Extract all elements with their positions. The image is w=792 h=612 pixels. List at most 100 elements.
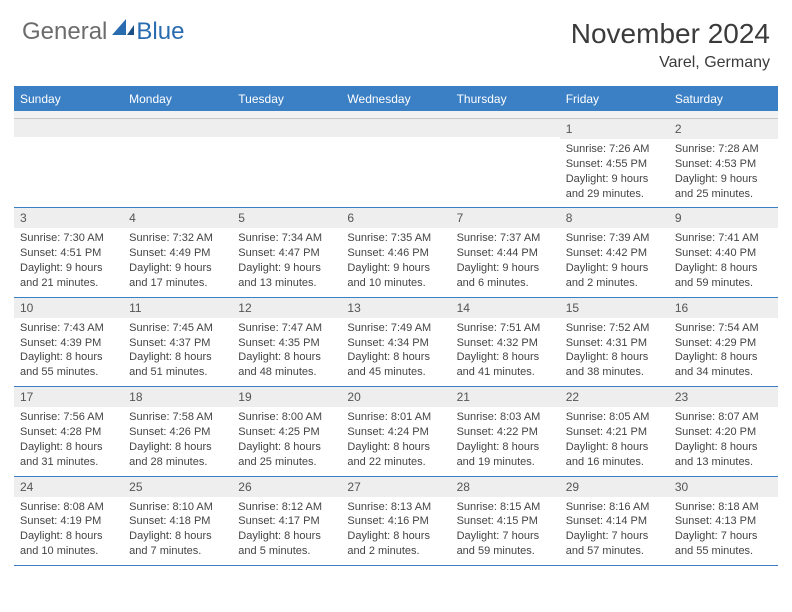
sunset-text: Sunset: 4:29 PM xyxy=(675,336,772,351)
day-number: 14 xyxy=(451,298,560,318)
sunset-text: Sunset: 4:34 PM xyxy=(347,336,444,351)
sunrise-text: Sunrise: 8:18 AM xyxy=(675,500,772,515)
week-row: 10Sunrise: 7:43 AMSunset: 4:39 PMDayligh… xyxy=(14,298,778,387)
day-details: Sunrise: 8:07 AMSunset: 4:20 PMDaylight:… xyxy=(669,407,778,475)
sunset-text: Sunset: 4:53 PM xyxy=(675,157,772,172)
sunrise-text: Sunrise: 7:58 AM xyxy=(129,410,226,425)
day-details: Sunrise: 8:18 AMSunset: 4:13 PMDaylight:… xyxy=(669,497,778,565)
title-block: November 2024 Varel, Germany xyxy=(571,18,770,72)
logo-sail-icon xyxy=(112,17,134,42)
sunset-text: Sunset: 4:40 PM xyxy=(675,246,772,261)
daylight-text: Daylight: 8 hours and 25 minutes. xyxy=(238,440,335,470)
day-details: Sunrise: 8:01 AMSunset: 4:24 PMDaylight:… xyxy=(341,407,450,475)
day-cell-empty xyxy=(14,119,123,207)
daylight-text: Daylight: 9 hours and 13 minutes. xyxy=(238,261,335,291)
sunrise-text: Sunrise: 8:03 AM xyxy=(457,410,554,425)
day-details: Sunrise: 7:49 AMSunset: 4:34 PMDaylight:… xyxy=(341,318,450,386)
weekday-saturday: Saturday xyxy=(669,88,778,111)
day-cell: 6Sunrise: 7:35 AMSunset: 4:46 PMDaylight… xyxy=(341,208,450,296)
day-cell: 15Sunrise: 7:52 AMSunset: 4:31 PMDayligh… xyxy=(560,298,669,386)
sunrise-text: Sunrise: 7:26 AM xyxy=(566,142,663,157)
day-details: Sunrise: 7:26 AMSunset: 4:55 PMDaylight:… xyxy=(560,139,669,207)
day-cell-empty xyxy=(341,119,450,207)
sunrise-text: Sunrise: 7:37 AM xyxy=(457,231,554,246)
sunset-text: Sunset: 4:37 PM xyxy=(129,336,226,351)
day-cell-empty xyxy=(232,119,341,207)
day-details: Sunrise: 7:34 AMSunset: 4:47 PMDaylight:… xyxy=(232,228,341,296)
daylight-text: Daylight: 9 hours and 21 minutes. xyxy=(20,261,117,291)
daylight-text: Daylight: 8 hours and 2 minutes. xyxy=(347,529,444,559)
day-number: 3 xyxy=(14,208,123,228)
sunrise-text: Sunrise: 8:01 AM xyxy=(347,410,444,425)
sunset-text: Sunset: 4:28 PM xyxy=(20,425,117,440)
day-cell: 29Sunrise: 8:16 AMSunset: 4:14 PMDayligh… xyxy=(560,477,669,565)
day-details xyxy=(451,137,560,195)
daylight-text: Daylight: 8 hours and 10 minutes. xyxy=(20,529,117,559)
sunset-text: Sunset: 4:49 PM xyxy=(129,246,226,261)
sunset-text: Sunset: 4:26 PM xyxy=(129,425,226,440)
day-number: 18 xyxy=(123,387,232,407)
sunrise-text: Sunrise: 7:41 AM xyxy=(675,231,772,246)
sunrise-text: Sunrise: 8:08 AM xyxy=(20,500,117,515)
daylight-text: Daylight: 8 hours and 59 minutes. xyxy=(675,261,772,291)
day-number: 28 xyxy=(451,477,560,497)
week-row: 3Sunrise: 7:30 AMSunset: 4:51 PMDaylight… xyxy=(14,208,778,297)
day-number: 15 xyxy=(560,298,669,318)
day-cell: 25Sunrise: 8:10 AMSunset: 4:18 PMDayligh… xyxy=(123,477,232,565)
day-details: Sunrise: 7:56 AMSunset: 4:28 PMDaylight:… xyxy=(14,407,123,475)
day-details: Sunrise: 7:30 AMSunset: 4:51 PMDaylight:… xyxy=(14,228,123,296)
day-cell: 16Sunrise: 7:54 AMSunset: 4:29 PMDayligh… xyxy=(669,298,778,386)
sunset-text: Sunset: 4:16 PM xyxy=(347,514,444,529)
sunrise-text: Sunrise: 7:47 AM xyxy=(238,321,335,336)
sunset-text: Sunset: 4:18 PM xyxy=(129,514,226,529)
day-cell: 27Sunrise: 8:13 AMSunset: 4:16 PMDayligh… xyxy=(341,477,450,565)
daylight-text: Daylight: 8 hours and 28 minutes. xyxy=(129,440,226,470)
day-details: Sunrise: 7:52 AMSunset: 4:31 PMDaylight:… xyxy=(560,318,669,386)
day-details: Sunrise: 7:47 AMSunset: 4:35 PMDaylight:… xyxy=(232,318,341,386)
header: General Blue November 2024 Varel, German… xyxy=(0,0,792,80)
sunset-text: Sunset: 4:47 PM xyxy=(238,246,335,261)
daylight-text: Daylight: 9 hours and 29 minutes. xyxy=(566,172,663,202)
day-details: Sunrise: 8:15 AMSunset: 4:15 PMDaylight:… xyxy=(451,497,560,565)
week-row: 1Sunrise: 7:26 AMSunset: 4:55 PMDaylight… xyxy=(14,119,778,208)
day-number: 7 xyxy=(451,208,560,228)
day-details: Sunrise: 7:35 AMSunset: 4:46 PMDaylight:… xyxy=(341,228,450,296)
daylight-text: Daylight: 8 hours and 19 minutes. xyxy=(457,440,554,470)
day-number: 4 xyxy=(123,208,232,228)
calendar: SundayMondayTuesdayWednesdayThursdayFrid… xyxy=(14,86,778,566)
sunset-text: Sunset: 4:46 PM xyxy=(347,246,444,261)
day-details: Sunrise: 7:54 AMSunset: 4:29 PMDaylight:… xyxy=(669,318,778,386)
sunrise-text: Sunrise: 7:34 AM xyxy=(238,231,335,246)
daylight-text: Daylight: 8 hours and 41 minutes. xyxy=(457,350,554,380)
sunset-text: Sunset: 4:21 PM xyxy=(566,425,663,440)
sunset-text: Sunset: 4:42 PM xyxy=(566,246,663,261)
daylight-text: Daylight: 7 hours and 55 minutes. xyxy=(675,529,772,559)
sunset-text: Sunset: 4:35 PM xyxy=(238,336,335,351)
day-number: 22 xyxy=(560,387,669,407)
day-details: Sunrise: 8:05 AMSunset: 4:21 PMDaylight:… xyxy=(560,407,669,475)
day-number: 23 xyxy=(669,387,778,407)
day-number: 12 xyxy=(232,298,341,318)
sunrise-text: Sunrise: 7:49 AM xyxy=(347,321,444,336)
day-details: Sunrise: 7:45 AMSunset: 4:37 PMDaylight:… xyxy=(123,318,232,386)
location-label: Varel, Germany xyxy=(571,54,770,72)
day-cell: 1Sunrise: 7:26 AMSunset: 4:55 PMDaylight… xyxy=(560,119,669,207)
day-cell-empty xyxy=(123,119,232,207)
daylight-text: Daylight: 8 hours and 34 minutes. xyxy=(675,350,772,380)
day-details xyxy=(123,137,232,195)
day-cell: 7Sunrise: 7:37 AMSunset: 4:44 PMDaylight… xyxy=(451,208,560,296)
day-number: 10 xyxy=(14,298,123,318)
day-number: 5 xyxy=(232,208,341,228)
day-cell: 23Sunrise: 8:07 AMSunset: 4:20 PMDayligh… xyxy=(669,387,778,475)
day-number: 24 xyxy=(14,477,123,497)
day-details: Sunrise: 8:10 AMSunset: 4:18 PMDaylight:… xyxy=(123,497,232,565)
sunrise-text: Sunrise: 7:52 AM xyxy=(566,321,663,336)
daylight-text: Daylight: 8 hours and 48 minutes. xyxy=(238,350,335,380)
sunset-text: Sunset: 4:25 PM xyxy=(238,425,335,440)
day-cell: 17Sunrise: 7:56 AMSunset: 4:28 PMDayligh… xyxy=(14,387,123,475)
sunset-text: Sunset: 4:22 PM xyxy=(457,425,554,440)
day-number: 27 xyxy=(341,477,450,497)
day-number xyxy=(232,119,341,137)
sunset-text: Sunset: 4:51 PM xyxy=(20,246,117,261)
sunset-text: Sunset: 4:44 PM xyxy=(457,246,554,261)
